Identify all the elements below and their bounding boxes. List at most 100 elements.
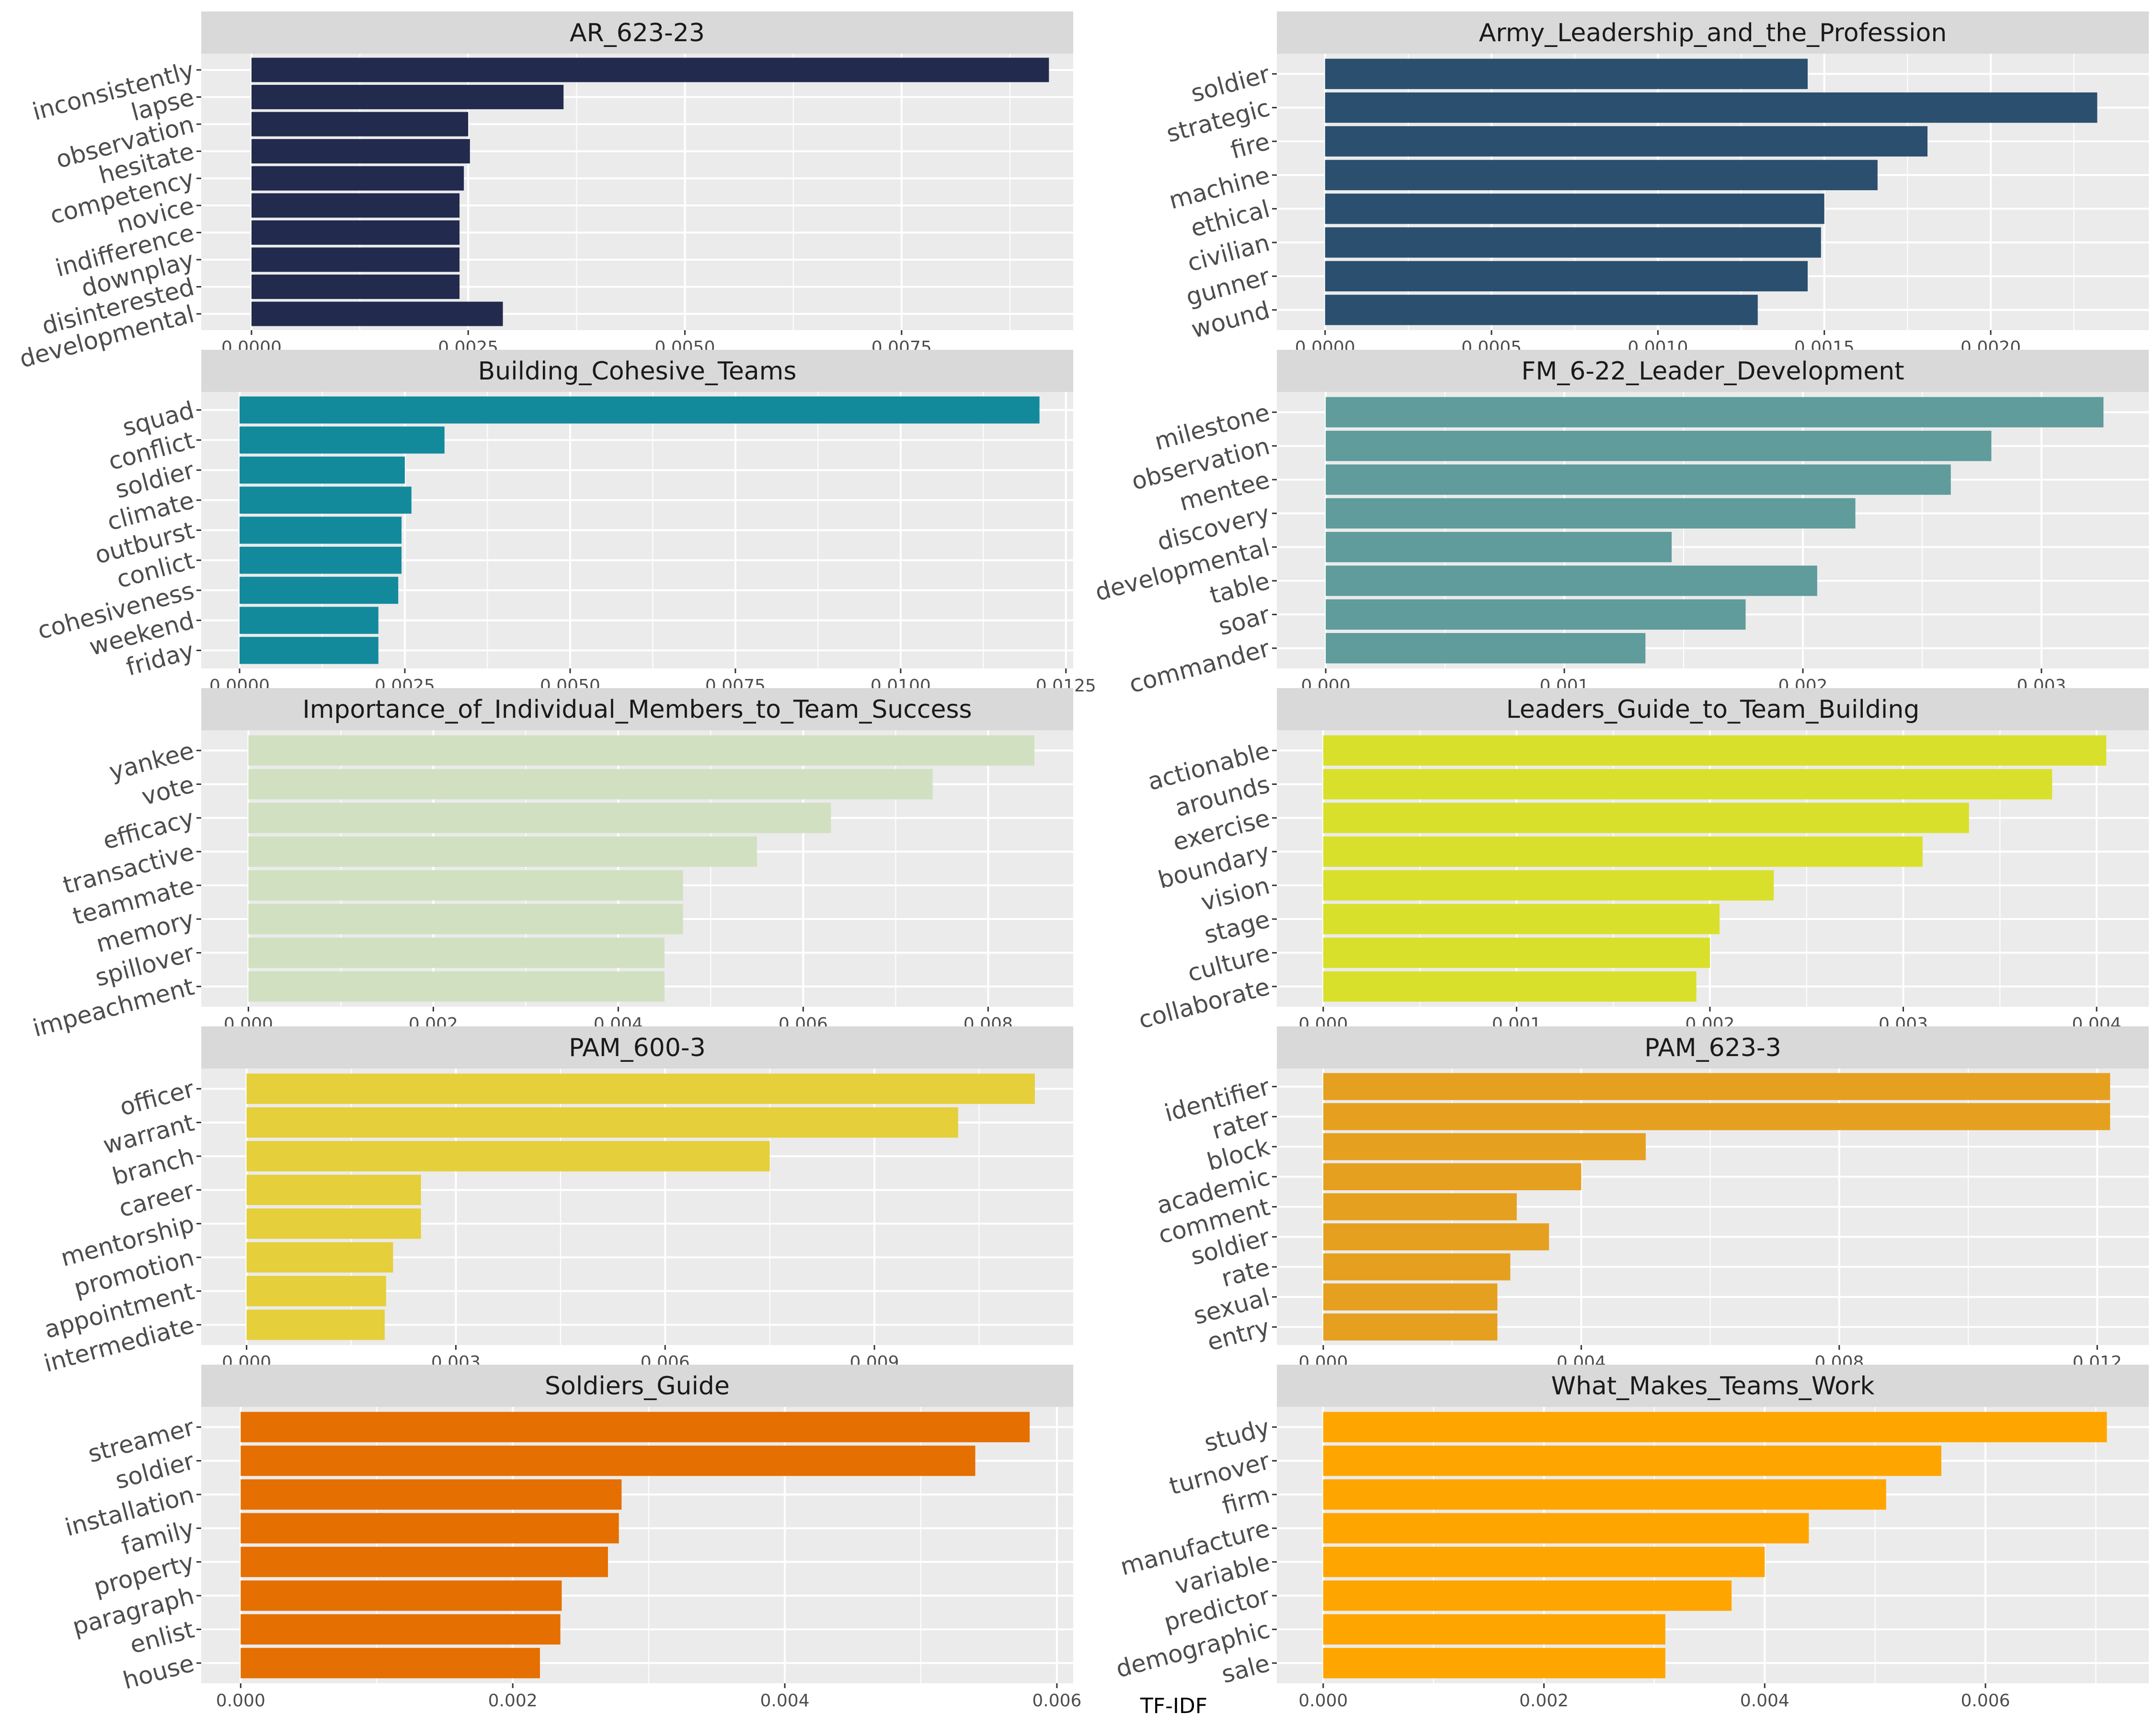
x-tick-label: 0.002 (1519, 1691, 1569, 1711)
bar-intermediate (246, 1310, 385, 1340)
bar-rate (1323, 1253, 1511, 1281)
bar-entry (1323, 1313, 1498, 1341)
bar-paragraph (241, 1580, 562, 1611)
bar-branch (246, 1141, 770, 1172)
bar-indifference (251, 220, 460, 245)
bar-developmental (251, 301, 503, 326)
panel-title: Importance_of_Individual_Members_to_Team… (302, 695, 972, 724)
bar-vote (248, 769, 933, 800)
bar-squad (240, 396, 1040, 424)
panel-10: What_Makes_Teams_Work 0.000 0.002 0.004 0.00… (1113, 1365, 2149, 1711)
panel-strip (201, 1365, 1073, 1407)
bar-table (1326, 565, 1817, 596)
bar-culture (1323, 937, 1710, 968)
panel-title: Building_Cohesive_Teams (478, 357, 797, 386)
bar-mentee (1326, 464, 1951, 495)
bar-transactive (248, 836, 757, 867)
x-tick-label: 0.006 (1961, 1691, 2010, 1711)
bar-academic (1323, 1163, 1582, 1191)
panel-strip (201, 1026, 1073, 1069)
bar-milestone (1326, 397, 2104, 427)
category-label: firm (1219, 1481, 1273, 1520)
bar-installation (241, 1479, 622, 1510)
bar-machine (1325, 160, 1878, 190)
bar-property (241, 1547, 608, 1577)
x-tick-label: 0.006 (1032, 1691, 1081, 1711)
bar-disinterested (251, 275, 460, 299)
bar-outburst (240, 517, 402, 544)
bar-fire (1325, 126, 1928, 157)
panel-title: PAM_600-3 (569, 1034, 706, 1062)
bar-stage (1323, 904, 1720, 934)
bar-cohesiveness (240, 576, 399, 604)
bar-novice (251, 193, 460, 218)
bar-observation (251, 112, 469, 137)
bar-hesitate (251, 139, 470, 164)
panel-title: AR_623-23 (570, 19, 705, 47)
panel-title: PAM_623-3 (1644, 1034, 1781, 1062)
bar-collaborate (1323, 971, 1697, 1002)
category-label: commander (1126, 634, 1273, 699)
bar-soldier (240, 456, 405, 484)
bar-identifier (1323, 1073, 2110, 1100)
category-label: sale (1218, 1649, 1273, 1689)
bar-yankee (248, 735, 1034, 766)
bar-demographic (1323, 1614, 1665, 1645)
bar-soar (1326, 599, 1746, 630)
panel-strip (1277, 350, 2149, 392)
bar-enlist (241, 1614, 561, 1645)
bar-downplay (251, 247, 460, 272)
panel-strip (1277, 688, 2149, 730)
bar-climate (240, 486, 412, 514)
bar-actionable (1323, 735, 2107, 766)
bar-conflict (240, 426, 445, 454)
bar-promotion (246, 1242, 393, 1273)
bar-boundary (1323, 836, 1923, 867)
bar-strategic (1325, 92, 2098, 123)
panel-strip (201, 688, 1073, 730)
bar-soldier (1325, 58, 1808, 89)
bar-predictor (1323, 1580, 1732, 1611)
x-tick-label: 0.000 (1298, 1691, 1348, 1711)
bar-memory (248, 904, 683, 934)
bar-study (1323, 1412, 2107, 1442)
bar-developmental (1326, 532, 1672, 563)
panel-strip (1277, 12, 2149, 54)
category-label: house (120, 1649, 197, 1695)
bar-gunner (1325, 261, 1808, 292)
panel-strip (1277, 1026, 2149, 1069)
panel-2: Army_Leadership_and_the_Profession0.0000… (1163, 12, 2149, 357)
bar-civilian (1325, 227, 1821, 258)
bar-comment (1323, 1193, 1517, 1220)
panel-title: Army_Leadership_and_the_Profession (1479, 19, 1947, 47)
bar-soldier (241, 1445, 975, 1476)
panel-1: AR_623-230.0000 0.0025 0.0050 0.0075inconsi… (17, 12, 1073, 373)
bar-house (241, 1648, 540, 1679)
panel-title: Soldiers_Guide (545, 1372, 730, 1401)
bar-spillover (248, 937, 665, 968)
bar-officer (246, 1073, 1035, 1104)
x-tick-label: 0.002 (488, 1691, 538, 1711)
x-tick-label: 0.004 (1740, 1691, 1789, 1711)
bar-impeachment (248, 971, 665, 1002)
bar-sale (1323, 1648, 1665, 1679)
category-label: fire (1227, 127, 1273, 164)
bar-warrant (246, 1107, 958, 1138)
bar-vision (1323, 870, 1774, 901)
bar-family (241, 1513, 619, 1543)
bar-lapse (251, 85, 564, 109)
chart-panels: AR_623-230.0000 0.0025 0.0050 0.0075inconsi… (17, 12, 2149, 1711)
bar-appointment (246, 1276, 386, 1307)
bar-weekend (240, 607, 378, 634)
bar-efficacy (248, 803, 831, 833)
x-tick-label: 0.004 (760, 1691, 810, 1711)
bar-commander (1326, 633, 1646, 664)
bar-firm (1323, 1479, 1886, 1510)
bar-ethical (1325, 194, 1824, 224)
bar-block (1323, 1133, 1646, 1161)
bar-inconsistently (251, 58, 1049, 82)
bar-mentorship (246, 1208, 421, 1239)
x-tick-label: 0.000 (216, 1691, 265, 1711)
